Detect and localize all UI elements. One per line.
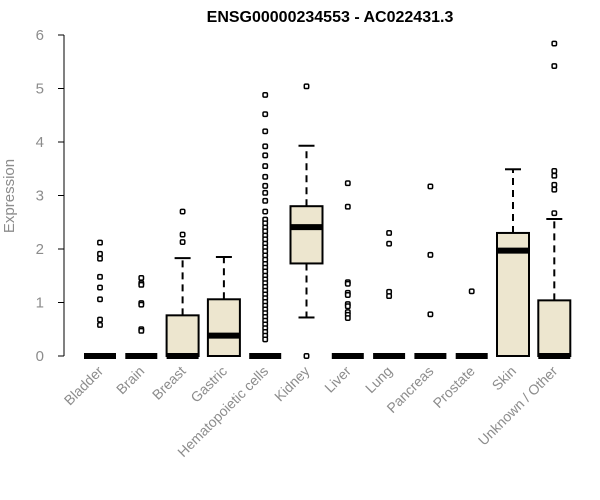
- y-tick-label: 3: [36, 188, 44, 205]
- outlier-point: [427, 311, 434, 318]
- iqr-box: [289, 205, 324, 265]
- x-tick-label: Liver: [321, 363, 354, 396]
- plot-area: [84, 40, 572, 359]
- outlier-point: [138, 281, 145, 288]
- y-axis: 0 1 2 3 4 5 6: [36, 27, 65, 365]
- box-group: [537, 40, 572, 359]
- outlier-point: [179, 208, 186, 215]
- outlier-point: [344, 292, 351, 298]
- outlier-point: [262, 163, 269, 170]
- x-tick-label: Skin: [489, 363, 520, 394]
- outlier-point: [138, 301, 145, 308]
- outlier-point: [344, 315, 351, 321]
- outlier-point: [551, 172, 558, 179]
- outlier-point: [551, 210, 558, 217]
- outlier-point: [551, 40, 558, 47]
- outlier-point: [551, 63, 558, 69]
- x-tick-label: Lung: [362, 363, 395, 396]
- box-group: [289, 83, 324, 359]
- outlier-point: [427, 183, 434, 190]
- outlier-point: [262, 91, 269, 98]
- outlier-point: [179, 231, 186, 238]
- y-tick-label: 0: [36, 348, 44, 365]
- outlier-point: [344, 303, 351, 310]
- outlier-point: [97, 316, 103, 323]
- outlier-point: [386, 293, 393, 300]
- box-group: [455, 288, 488, 359]
- outlier-point: [386, 240, 393, 247]
- iqr-box: [165, 314, 200, 357]
- outlier-point: [97, 296, 103, 303]
- outlier-point: [468, 288, 475, 295]
- outlier-point: [262, 208, 269, 215]
- box-group: [249, 91, 282, 359]
- box-group: [331, 180, 364, 359]
- x-tick-label: Kidney: [271, 363, 313, 405]
- outlier-point: [262, 152, 269, 159]
- outlier-point: [138, 274, 145, 281]
- outlier-point: [262, 182, 269, 189]
- y-tick-label: 4: [36, 134, 44, 151]
- outlier-point: [303, 353, 310, 359]
- box-group: [414, 183, 447, 359]
- outlier-point: [262, 189, 269, 196]
- x-tick-label: Brain: [113, 363, 147, 397]
- outlier-point: [97, 255, 103, 262]
- outlier-point: [262, 111, 269, 118]
- outlier-point: [262, 143, 269, 150]
- y-tick-label: 5: [36, 81, 44, 98]
- chart-title: ENSG00000234553 - AC022431.3: [207, 9, 454, 26]
- outlier-point: [262, 197, 269, 204]
- outlier-point: [344, 280, 351, 287]
- outlier-point: [344, 203, 351, 210]
- outlier-point: [97, 322, 103, 328]
- x-tick-label: Prostate: [430, 363, 478, 411]
- outlier-point: [551, 167, 558, 174]
- box-group: [206, 256, 241, 358]
- x-tick-label: Breast: [149, 363, 189, 403]
- outlier-point: [551, 186, 558, 193]
- box-group: [373, 230, 406, 359]
- outlier-point: [97, 239, 103, 246]
- iqr-box: [537, 299, 572, 357]
- outlier-point: [427, 251, 434, 258]
- y-tick-label: 1: [36, 295, 44, 312]
- y-tick-label: 6: [36, 27, 44, 44]
- outlier-point: [97, 284, 103, 291]
- outlier-point: [97, 273, 103, 280]
- box-group: [84, 239, 116, 359]
- outlier-point: [303, 83, 310, 90]
- x-tick-label: Bladder: [61, 363, 107, 409]
- outlier-point: [97, 250, 103, 257]
- outlier-point: [386, 230, 393, 236]
- box-group: [125, 274, 158, 359]
- outlier-point: [262, 128, 269, 135]
- y-tick-label: 2: [36, 241, 44, 258]
- outlier-point: [551, 181, 558, 188]
- box-group: [496, 168, 530, 357]
- outlier-point: [179, 239, 186, 245]
- outlier-point: [344, 180, 351, 187]
- iqr-box: [206, 298, 241, 358]
- outlier-point: [262, 173, 269, 180]
- outlier-point: [262, 336, 269, 343]
- box-group: [165, 208, 200, 359]
- y-axis-label: Expression: [1, 159, 18, 233]
- outlier-point: [138, 327, 145, 334]
